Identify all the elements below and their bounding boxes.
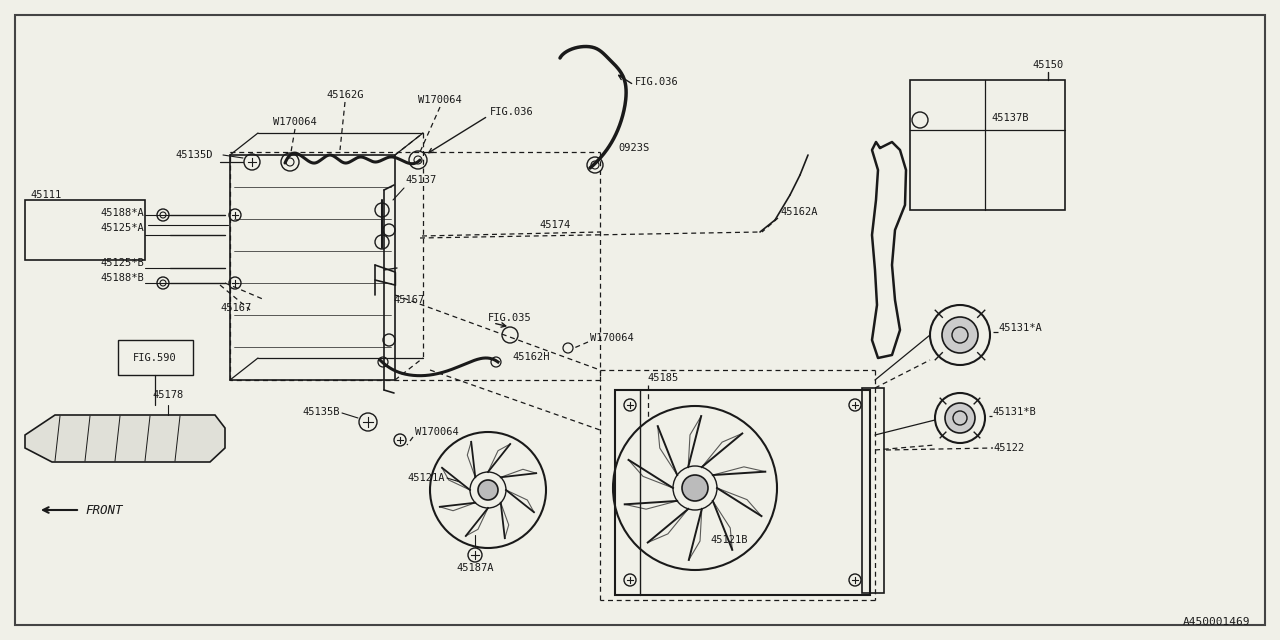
Bar: [230, 155, 396, 380]
Text: 45162H: 45162H: [512, 352, 549, 362]
Circle shape: [945, 403, 975, 433]
Text: 45135B: 45135B: [302, 407, 340, 417]
Text: 45122: 45122: [993, 443, 1024, 453]
Text: 45167: 45167: [220, 303, 251, 313]
Text: 45167: 45167: [393, 295, 424, 305]
Text: 45188*A: 45188*A: [100, 208, 143, 218]
Circle shape: [942, 317, 978, 353]
Text: 0923S: 0923S: [618, 143, 649, 153]
Text: 45121B: 45121B: [710, 535, 748, 545]
Text: 45188*B: 45188*B: [100, 273, 143, 283]
Bar: [614, 390, 870, 595]
Text: 45131*B: 45131*B: [992, 407, 1036, 417]
Text: FIG.590: FIG.590: [133, 353, 177, 363]
Text: 45135D: 45135D: [175, 150, 212, 160]
Text: 45125*B: 45125*B: [100, 258, 143, 268]
Text: W170064: W170064: [590, 333, 634, 343]
Text: A450001469: A450001469: [1183, 617, 1251, 627]
Text: W170064: W170064: [415, 427, 458, 437]
Text: 45187A: 45187A: [456, 563, 494, 573]
Text: FRONT: FRONT: [84, 504, 123, 516]
Text: 45178: 45178: [152, 390, 183, 400]
Text: 45162G: 45162G: [326, 90, 364, 100]
Bar: [861, 388, 884, 593]
Text: 45125*A: 45125*A: [100, 223, 143, 233]
Text: W170064: W170064: [419, 95, 462, 105]
Text: FIG.036: FIG.036: [635, 77, 678, 87]
Text: W170064: W170064: [273, 117, 317, 127]
Text: 45185: 45185: [646, 373, 678, 383]
Circle shape: [477, 480, 498, 500]
Polygon shape: [26, 415, 225, 462]
Text: 45121A: 45121A: [407, 473, 445, 483]
Bar: [118, 340, 193, 375]
Bar: [910, 80, 1065, 210]
Text: 45137: 45137: [404, 175, 436, 185]
Text: 45150: 45150: [1033, 60, 1064, 70]
Text: 45131*A: 45131*A: [998, 323, 1042, 333]
Text: 45111: 45111: [29, 190, 61, 200]
Text: 45174: 45174: [539, 220, 571, 230]
Bar: [26, 200, 145, 260]
Text: FIG.036: FIG.036: [490, 107, 534, 117]
Text: 45162A: 45162A: [780, 207, 818, 217]
Text: 45137B: 45137B: [991, 113, 1029, 123]
Text: FIG.035: FIG.035: [488, 313, 531, 323]
Circle shape: [682, 475, 708, 501]
